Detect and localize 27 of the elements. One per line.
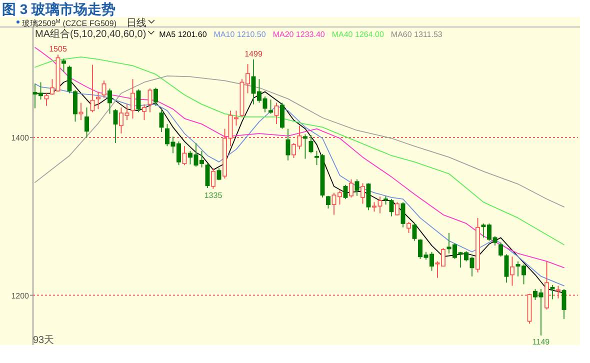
annotation: 1335: [204, 190, 223, 200]
candlestick: [308, 134, 314, 154]
annotation: 日线: [126, 17, 146, 29]
annotation: 玻璃2509$^{M}$ (CZCE FG509): [22, 19, 117, 28]
candlestick: [130, 78, 135, 120]
candlestick: [73, 90, 78, 122]
y-tick-label: 1400: [11, 133, 30, 142]
candlestick: [476, 217, 480, 273]
text: MA40 1264.00: [332, 30, 384, 39]
text: MA60 1311.53: [390, 30, 443, 39]
annotation: 1505: [49, 44, 68, 54]
annotation: MA组合(5,10,20,40,60,0): [35, 28, 146, 40]
annotation: 1149: [532, 338, 550, 347]
annotation: 1499: [244, 49, 263, 58]
candlestick: [510, 256, 514, 286]
annotation: 93天: [33, 335, 54, 346]
candlestick: [96, 91, 100, 110]
text: MA20 1233.40: [272, 30, 326, 39]
candlestick: [268, 99, 273, 114]
candlestick: [360, 182, 365, 204]
candlestick: [286, 128, 290, 161]
candlestick: [84, 106, 89, 138]
y-tick-label: 1200: [11, 291, 30, 300]
text: MA10 1210.50: [214, 30, 266, 39]
line-series: [34, 75, 564, 208]
chart-title: 图 3 玻璃市场走势: [2, 1, 116, 17]
text: MA5 1201.60: [159, 30, 208, 39]
